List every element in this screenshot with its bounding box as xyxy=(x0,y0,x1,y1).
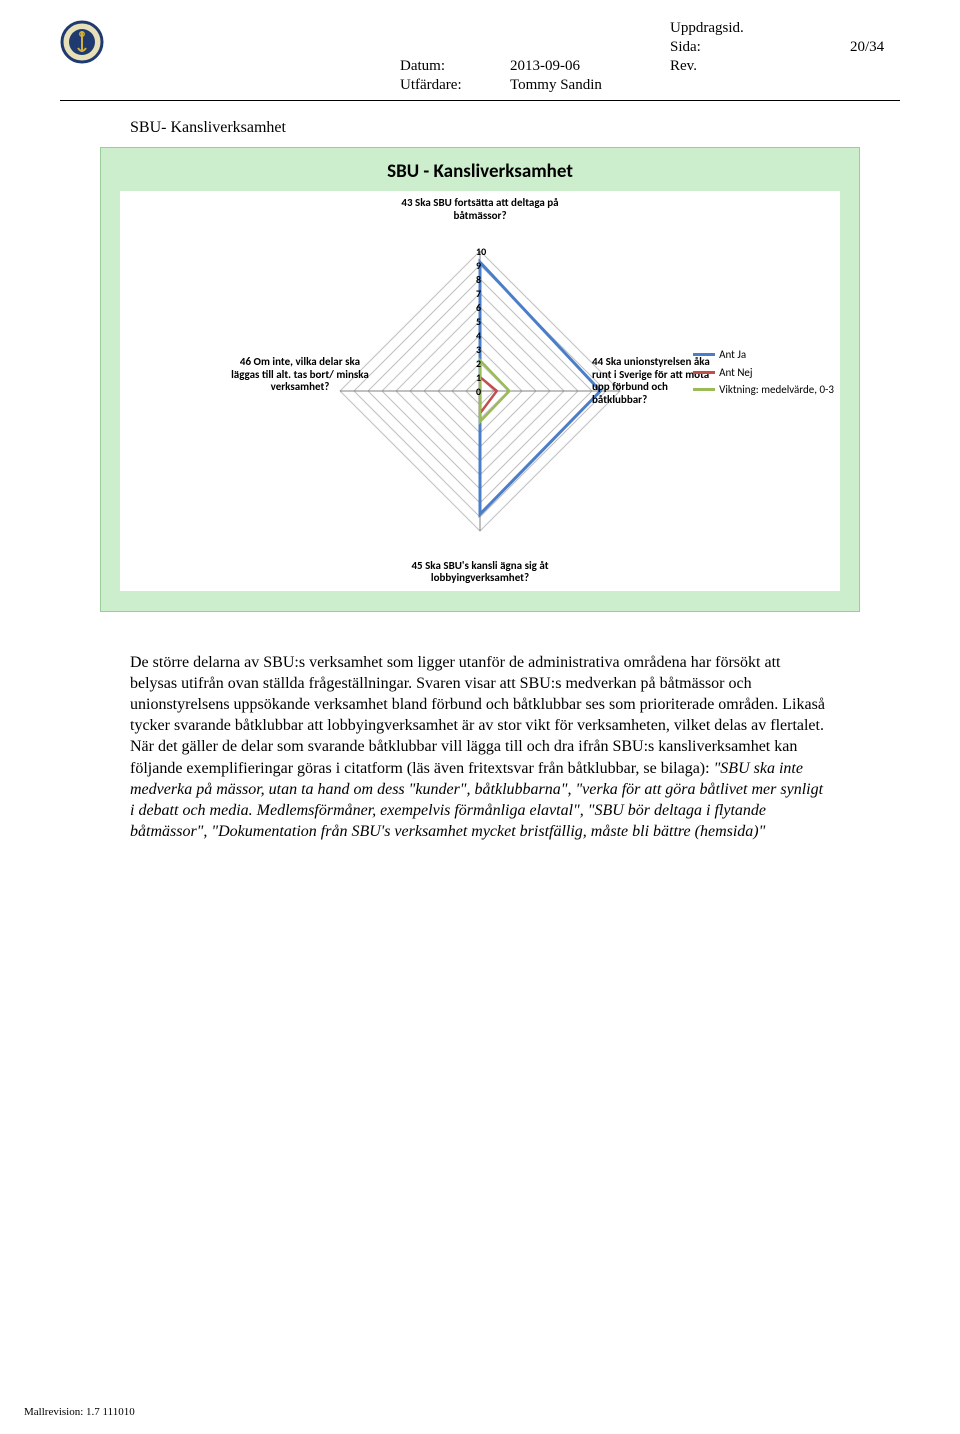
chart-legend: Ant Ja Ant Nej Viktning: medelvärde, 0-3 xyxy=(693,346,834,399)
sida-label: Sida: xyxy=(670,39,850,56)
scale-tick: 5 xyxy=(476,315,481,328)
legend-item: Ant Ja xyxy=(693,346,834,364)
legend-label: Ant Nej xyxy=(719,364,752,382)
scale-tick: 1 xyxy=(476,371,481,384)
scale-tick: 4 xyxy=(476,329,481,342)
section-title: SBU- Kansliverksamhet xyxy=(130,119,900,137)
footer-revision: Mallrevision: 1.7 111010 xyxy=(24,1406,135,1418)
utfardare-value: Tommy Sandin xyxy=(510,77,670,94)
chart-title: SBU - Kansliverksamhet xyxy=(111,160,849,183)
body-text-plain: De större delarna av SBU:s verksamhet so… xyxy=(130,654,825,777)
scale-tick: 0 xyxy=(476,385,481,398)
axis-label-top: 43 Ska SBU fortsätta att deltaga på båtm… xyxy=(390,197,570,222)
utfardare-label: Utfärdare: xyxy=(400,77,510,94)
uppdragsid-label: Uppdragsid. xyxy=(670,20,850,37)
legend-swatch xyxy=(693,371,715,374)
datum-label: Datum: xyxy=(400,58,510,75)
datum-value: 2013-09-06 xyxy=(510,58,670,75)
scale-tick: 9 xyxy=(476,259,481,272)
legend-label: Ant Ja xyxy=(719,346,746,364)
axis-label-bottom: 45 Ska SBU's kansli ägna sig åt lobbying… xyxy=(390,560,570,585)
legend-item: Viktning: medelvärde, 0-3 xyxy=(693,381,834,399)
scale-tick: 8 xyxy=(476,273,481,286)
rev-label: Rev. xyxy=(670,58,850,75)
scale-tick: 7 xyxy=(476,287,481,300)
radar-chart-container: SBU - Kansliverksamhet 43 Ska SBU fortsä… xyxy=(100,147,860,612)
legend-swatch xyxy=(693,353,715,356)
scale-tick: 6 xyxy=(476,301,481,314)
radar-chart: 43 Ska SBU fortsätta att deltaga på båtm… xyxy=(120,191,840,591)
legend-item: Ant Nej xyxy=(693,364,834,382)
scale-tick: 10 xyxy=(476,245,486,258)
document-header: Uppdragsid. Sida: 20/34 Datum: 2013-09-0… xyxy=(60,20,900,101)
sida-value: 20/34 xyxy=(850,39,930,56)
axis-label-left: 46 Om inte, vilka delar ska läggas till … xyxy=(230,356,370,394)
scale-tick: 3 xyxy=(476,343,481,356)
scale-tick: 2 xyxy=(476,357,481,370)
body-paragraph: De större delarna av SBU:s verksamhet so… xyxy=(130,652,830,842)
legend-label: Viktning: medelvärde, 0-3 xyxy=(719,381,834,399)
sbu-logo xyxy=(60,20,104,64)
legend-swatch xyxy=(693,388,715,391)
